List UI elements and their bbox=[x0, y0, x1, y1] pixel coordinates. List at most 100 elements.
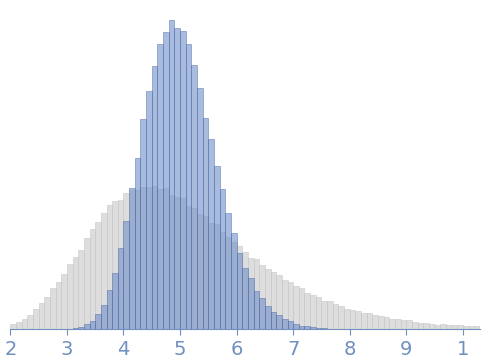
Bar bbox=[203, 118, 208, 329]
Bar bbox=[440, 324, 446, 329]
Bar bbox=[271, 312, 276, 329]
Bar bbox=[321, 301, 327, 329]
Bar bbox=[157, 189, 163, 329]
Bar bbox=[95, 314, 101, 329]
Bar bbox=[424, 323, 429, 329]
Bar bbox=[452, 326, 457, 329]
Bar bbox=[180, 199, 186, 329]
Bar bbox=[287, 282, 293, 329]
Bar bbox=[146, 91, 152, 329]
Bar bbox=[106, 290, 112, 329]
Bar bbox=[146, 187, 152, 329]
Bar bbox=[135, 190, 140, 329]
Bar bbox=[389, 319, 395, 329]
Bar bbox=[418, 322, 424, 329]
Bar bbox=[271, 272, 276, 329]
Bar bbox=[214, 224, 220, 329]
Bar bbox=[112, 273, 118, 329]
Bar bbox=[225, 237, 231, 329]
Bar bbox=[310, 295, 316, 329]
Bar bbox=[316, 297, 321, 329]
Bar bbox=[327, 301, 333, 329]
Bar bbox=[299, 326, 304, 329]
Bar bbox=[208, 139, 214, 329]
Bar bbox=[310, 327, 316, 329]
Bar bbox=[129, 188, 135, 329]
Bar bbox=[474, 326, 480, 329]
Bar bbox=[248, 278, 254, 329]
Bar bbox=[112, 201, 118, 329]
Bar bbox=[50, 288, 56, 329]
Bar bbox=[174, 197, 180, 329]
Bar bbox=[135, 158, 140, 329]
Bar bbox=[186, 206, 191, 329]
Bar bbox=[101, 213, 106, 329]
Bar bbox=[237, 253, 242, 329]
Bar bbox=[208, 223, 214, 329]
Bar bbox=[384, 317, 389, 329]
Bar bbox=[118, 200, 123, 329]
Bar bbox=[293, 286, 299, 329]
Bar bbox=[152, 66, 157, 329]
Bar bbox=[140, 187, 146, 329]
Bar bbox=[276, 315, 282, 329]
Bar bbox=[316, 328, 321, 329]
Bar bbox=[344, 309, 350, 329]
Bar bbox=[191, 208, 197, 329]
Bar bbox=[287, 321, 293, 329]
Bar bbox=[435, 325, 440, 329]
Bar bbox=[276, 275, 282, 329]
Bar bbox=[101, 305, 106, 329]
Bar bbox=[355, 311, 361, 329]
Bar bbox=[265, 306, 271, 329]
Bar bbox=[169, 195, 174, 329]
Bar bbox=[129, 190, 135, 329]
Bar bbox=[259, 298, 265, 329]
Bar bbox=[186, 44, 191, 329]
Bar bbox=[304, 293, 310, 329]
Bar bbox=[406, 321, 412, 329]
Bar bbox=[304, 326, 310, 329]
Bar bbox=[174, 28, 180, 329]
Bar bbox=[84, 238, 90, 329]
Bar bbox=[118, 248, 123, 329]
Bar bbox=[78, 327, 84, 329]
Bar bbox=[242, 268, 248, 329]
Bar bbox=[333, 303, 338, 329]
Bar bbox=[412, 322, 418, 329]
Bar bbox=[237, 246, 242, 329]
Bar bbox=[90, 321, 95, 329]
Bar bbox=[197, 214, 203, 329]
Bar bbox=[84, 324, 90, 329]
Bar bbox=[220, 232, 225, 329]
Bar bbox=[265, 269, 271, 329]
Bar bbox=[56, 282, 61, 329]
Bar bbox=[299, 288, 304, 329]
Bar bbox=[61, 274, 67, 329]
Bar bbox=[123, 221, 129, 329]
Bar bbox=[254, 259, 259, 329]
Bar bbox=[152, 186, 157, 329]
Bar bbox=[90, 229, 95, 329]
Bar bbox=[254, 291, 259, 329]
Bar bbox=[220, 189, 225, 329]
Bar bbox=[367, 313, 372, 329]
Bar bbox=[378, 316, 384, 329]
Bar bbox=[95, 222, 101, 329]
Bar bbox=[73, 257, 78, 329]
Bar bbox=[191, 65, 197, 329]
Bar bbox=[361, 313, 367, 329]
Bar bbox=[469, 326, 474, 329]
Bar bbox=[231, 233, 237, 329]
Bar bbox=[457, 325, 463, 329]
Bar bbox=[446, 325, 452, 329]
Bar bbox=[231, 242, 237, 329]
Bar bbox=[157, 44, 163, 329]
Bar bbox=[106, 205, 112, 329]
Bar bbox=[10, 324, 16, 329]
Bar bbox=[214, 166, 220, 329]
Bar bbox=[259, 265, 265, 329]
Bar bbox=[395, 319, 401, 329]
Bar bbox=[123, 193, 129, 329]
Bar bbox=[203, 216, 208, 329]
